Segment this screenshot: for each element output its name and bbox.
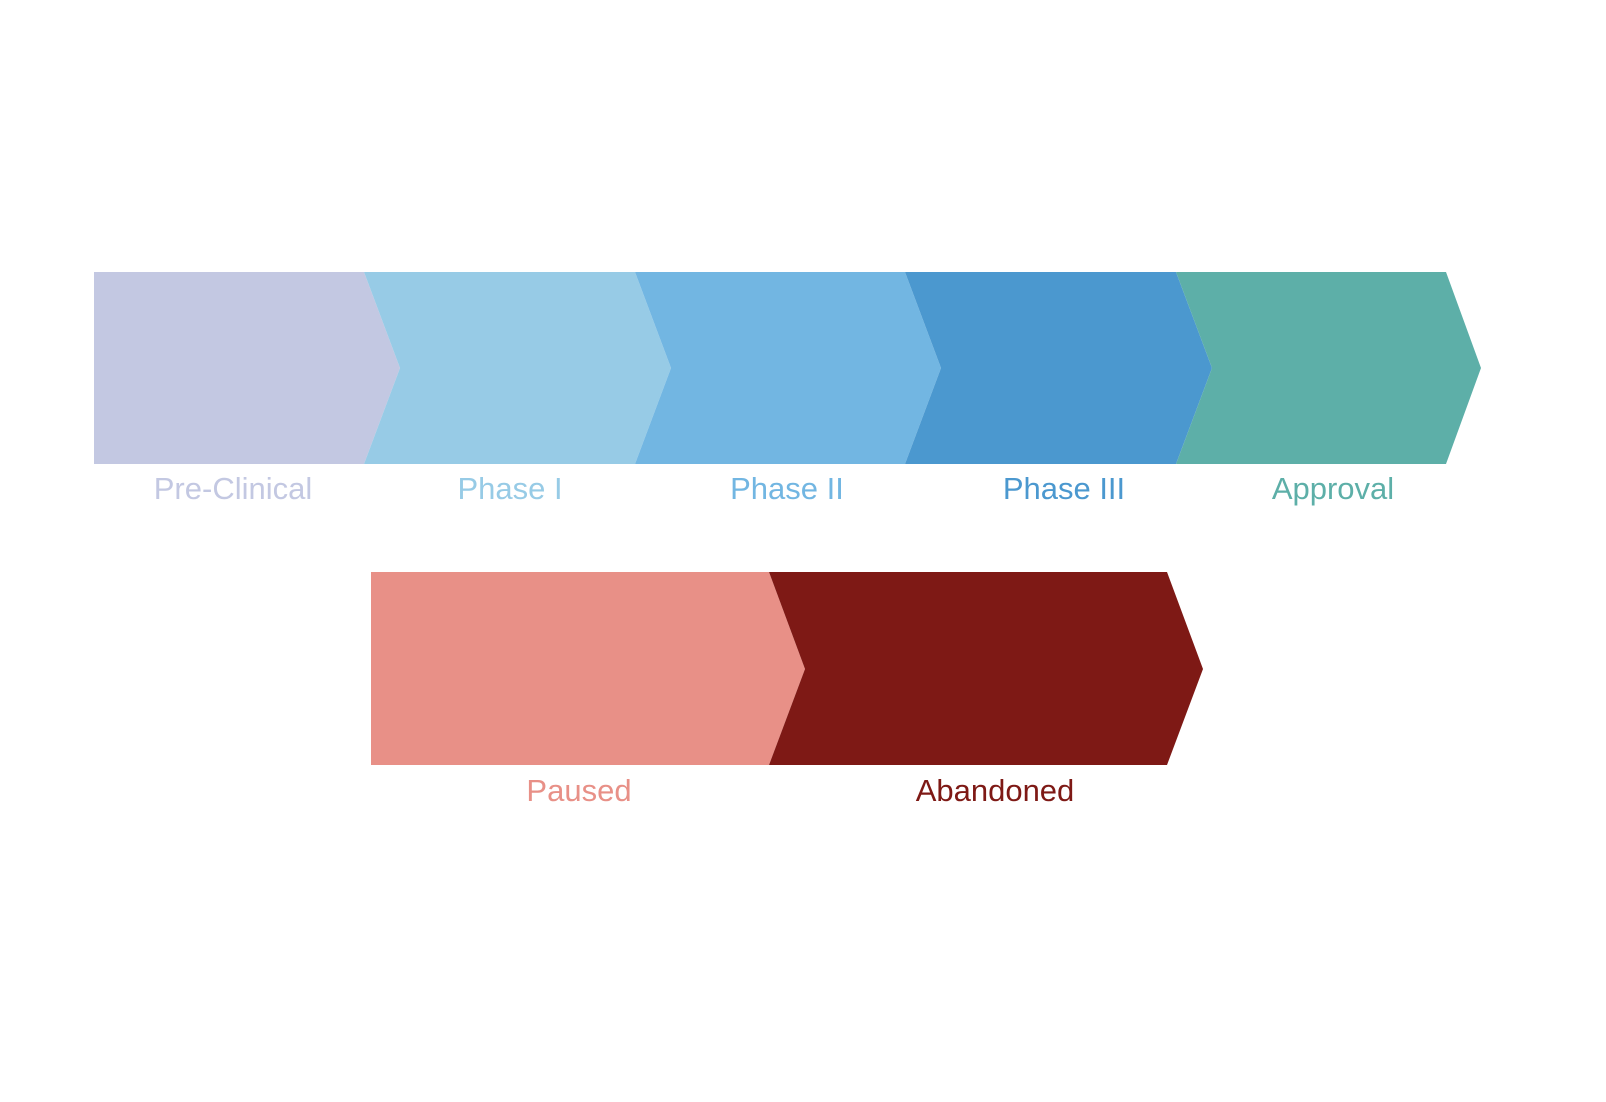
status-row: Paused Abandoned (371, 572, 1203, 808)
stage-label-phase-1: Phase I (457, 471, 562, 506)
status-label-paused: Paused (526, 773, 631, 808)
stage-arrow-approval (1176, 272, 1481, 464)
stage-label-phase-3: Phase III (1003, 471, 1125, 506)
stage-arrow-pre-clinical (94, 272, 400, 464)
stage-label-phase-2: Phase II (730, 471, 844, 506)
stage-arrow-phase-3 (905, 272, 1212, 464)
stage-label-pre-clinical: Pre-Clinical (154, 471, 312, 506)
status-label-abandoned: Abandoned (916, 773, 1075, 808)
status-arrow-paused (371, 572, 805, 765)
stage-label-approval: Approval (1272, 471, 1394, 506)
pipeline-row: Pre-Clinical Phase I Phase II Phase III … (94, 272, 1481, 506)
stage-arrow-phase-1 (364, 272, 671, 464)
status-arrow-abandoned (769, 572, 1203, 765)
stage-arrow-phase-2 (635, 272, 941, 464)
